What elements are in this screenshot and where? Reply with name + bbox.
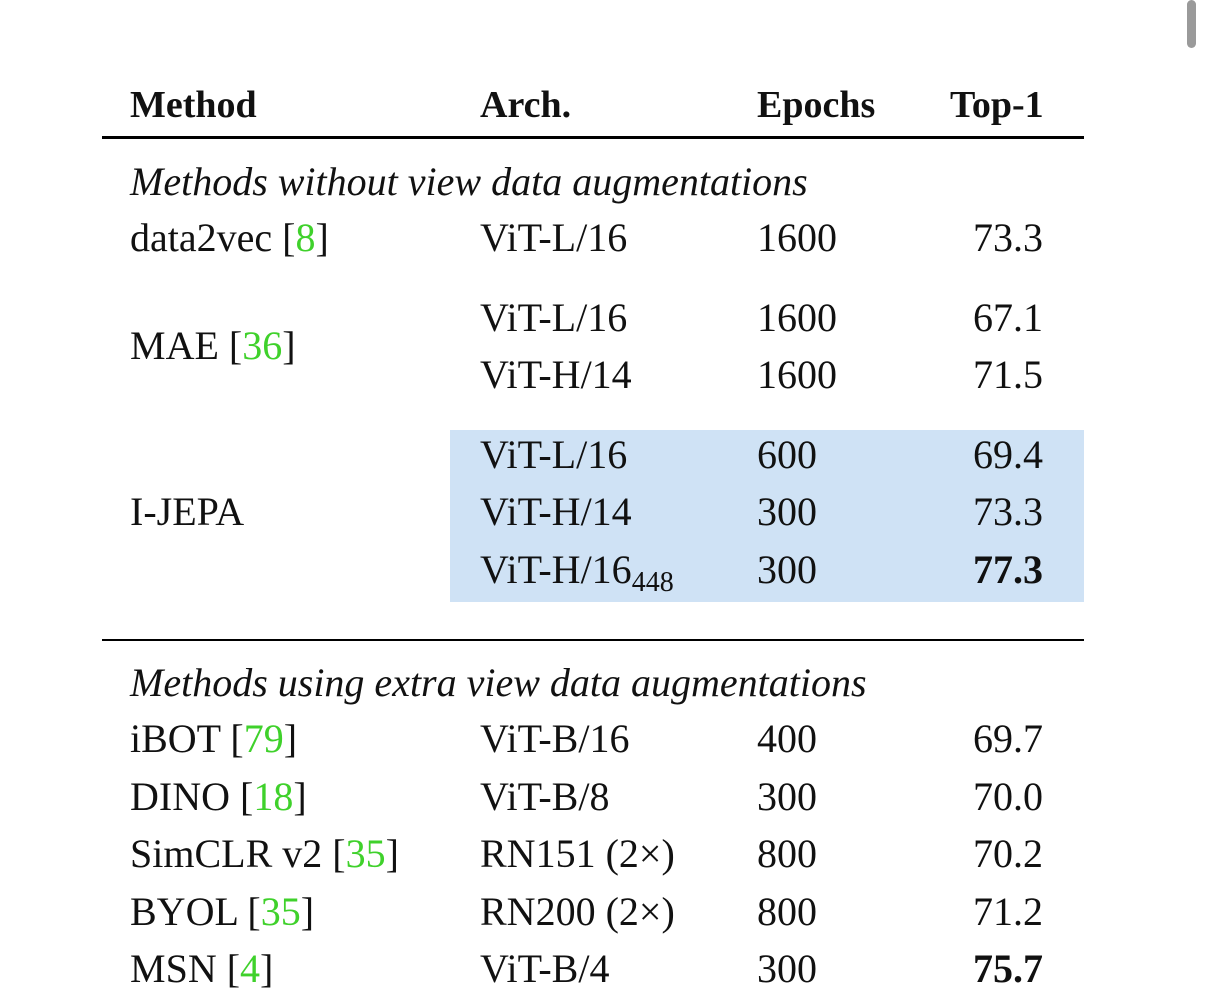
epochs: 1600 [757, 294, 837, 340]
citation[interactable]: [8] [282, 215, 329, 260]
arch: ViT-L/16 [480, 431, 628, 477]
scrollbar [1187, 0, 1196, 48]
epochs: 600 [757, 431, 817, 477]
epochs: 300 [757, 946, 817, 991]
method-name: MAE [36] [130, 322, 296, 370]
citation[interactable]: [4] [226, 946, 274, 991]
method-name: SimCLR v2 [35] [130, 830, 399, 878]
epochs: 800 [757, 888, 817, 934]
top1: 69.7 [973, 716, 1043, 761]
top1: 67.1 [973, 294, 1043, 340]
epochs: 1600 [757, 352, 837, 397]
top1: 71.2 [973, 888, 1043, 934]
method-name: MSN [4] [130, 945, 273, 993]
citation[interactable]: [35] [332, 831, 399, 876]
method: iBOT [130, 716, 221, 761]
arch: ViT-B/16 [480, 716, 630, 761]
arch: ViT-L/16 [480, 215, 628, 260]
arch: ViT-H/16448 [480, 546, 674, 598]
method-name: data2vec [8] [130, 214, 329, 262]
citation[interactable]: [36] [228, 323, 296, 369]
column-header: Method [130, 84, 257, 126]
arch: ViT-B/8 [480, 773, 610, 819]
epochs: 1600 [757, 215, 837, 260]
section-title: Methods without view data augmentations [130, 159, 808, 204]
method: DINO [130, 773, 230, 819]
method: SimCLR v2 [130, 831, 323, 876]
column-header: Arch. [480, 84, 572, 126]
header-rule [102, 136, 1084, 139]
citation[interactable]: [18] [239, 773, 307, 819]
arch-subscript: 448 [631, 566, 674, 598]
section-title: Methods using extra view data augmentati… [130, 660, 867, 705]
top1: 71.5 [973, 352, 1043, 397]
top1: 73.3 [973, 215, 1043, 260]
method: MAE [130, 323, 219, 369]
top1: 73.3 [973, 489, 1043, 534]
epochs: 300 [757, 489, 817, 534]
citation[interactable]: [35] [247, 888, 315, 934]
arch: RN200 (2×) [480, 888, 675, 934]
arch: ViT-L/16 [480, 294, 628, 340]
citation[interactable]: [79] [230, 716, 298, 761]
top1: 77.3 [973, 546, 1043, 592]
section-rule [102, 639, 1084, 641]
method-name: iBOT [79] [130, 715, 297, 763]
epochs: 800 [757, 831, 817, 876]
method: BYOL [130, 888, 238, 934]
method: MSN [130, 946, 217, 991]
epochs: 300 [757, 773, 817, 819]
epochs: 400 [757, 716, 817, 761]
arch: RN151 (2×) [480, 831, 675, 876]
method-name: DINO [18] [130, 773, 307, 821]
method-name: I-JEPA [130, 488, 244, 536]
top1: 75.7 [973, 946, 1043, 991]
method: I-JEPA [130, 489, 245, 534]
epochs: 300 [757, 546, 817, 592]
top1: 69.4 [973, 431, 1043, 477]
highlight [450, 429, 1084, 602]
column-header: Top-1 [950, 84, 1044, 126]
arch: ViT-H/14 [480, 352, 632, 397]
method: data2vec [130, 215, 273, 260]
arch: ViT-B/4 [480, 946, 610, 991]
top1: 70.2 [973, 831, 1043, 876]
arch: ViT-H/14 [480, 489, 632, 534]
column-header: Epochs [757, 84, 876, 126]
top1: 70.0 [973, 773, 1043, 819]
method-name: BYOL [35] [130, 888, 314, 936]
